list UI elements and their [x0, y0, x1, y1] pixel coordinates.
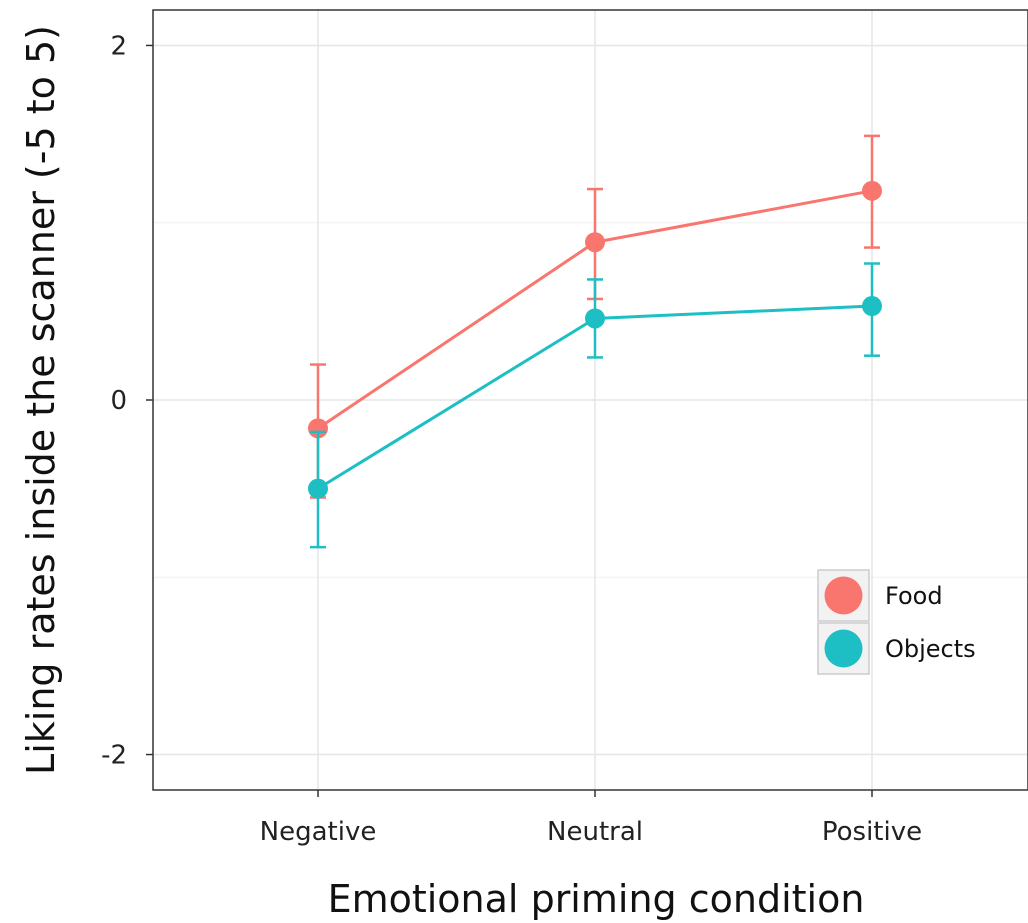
- legend-label: Food: [885, 582, 943, 610]
- axes: -2 0 2 Negative Neutral Positive: [101, 31, 922, 847]
- data-point: [585, 232, 605, 253]
- legend-label: Objects: [885, 635, 976, 663]
- grid: [153, 10, 1028, 790]
- x-tick-label: Positive: [822, 817, 922, 847]
- data-point: [308, 478, 328, 499]
- y-tick-label: 0: [110, 386, 127, 416]
- x-tick-label: Neutral: [547, 817, 643, 847]
- series: [308, 134, 882, 549]
- y-axis-title: Liking rates inside the scanner (-5 to 5…: [19, 25, 63, 775]
- data-point: [862, 180, 882, 201]
- data-point: [308, 418, 328, 439]
- x-tick-label: Negative: [260, 817, 377, 847]
- data-point: [862, 296, 882, 317]
- x-axis-title: Emotional priming condition: [328, 877, 865, 921]
- legend: Food Objects: [817, 569, 976, 675]
- series-objects: [308, 262, 882, 549]
- data-point: [585, 308, 605, 329]
- y-tick-label: 2: [110, 31, 127, 61]
- legend-marker: [824, 576, 863, 615]
- legend-marker: [824, 629, 863, 668]
- y-tick-label: -2: [101, 741, 127, 771]
